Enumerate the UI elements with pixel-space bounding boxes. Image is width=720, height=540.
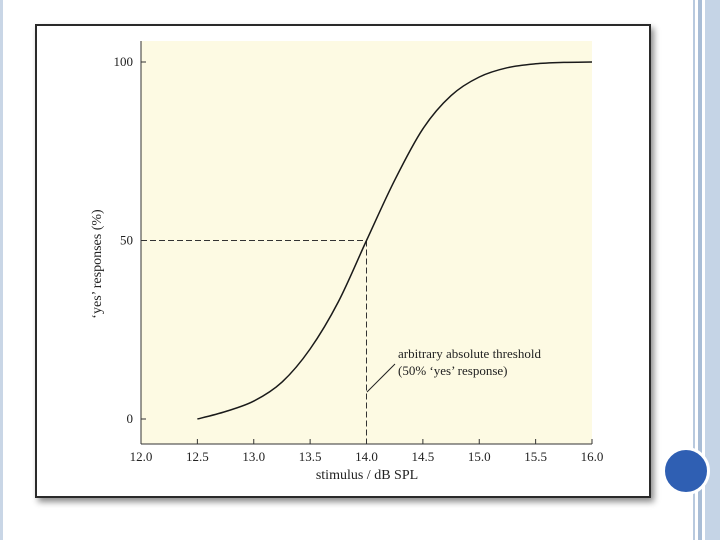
slide-left-border — [0, 0, 3, 540]
x-tick-label: 15.0 — [468, 449, 491, 464]
slide-stripe — [693, 0, 695, 540]
y-tick-label: 100 — [114, 54, 134, 69]
slide-stripe — [705, 0, 720, 540]
x-tick-label: 12.5 — [186, 449, 209, 464]
slide-stripe — [698, 0, 702, 540]
x-tick-label: 15.5 — [524, 449, 547, 464]
series-curve — [197, 61, 593, 420]
slide-accent-dot — [662, 447, 710, 495]
x-tick-label: 14.0 — [355, 449, 378, 464]
annotation-pointer — [366, 363, 396, 393]
x-tick-label: 13.5 — [299, 449, 322, 464]
threshold-guides — [141, 240, 367, 444]
y-axis-label: ‘yes’ responses (%) — [90, 209, 105, 319]
x-tick-label: 14.5 — [412, 449, 435, 464]
annotation-line-1: arbitrary absolute threshold — [398, 346, 541, 361]
x-tick-label: 16.0 — [581, 449, 604, 464]
x-tick-label: 12.0 — [130, 449, 153, 464]
y-tick-label: 50 — [120, 233, 133, 248]
annotation-line-2: (50% ‘yes’ response) — [398, 363, 508, 378]
series-line — [197, 61, 593, 420]
y-tick-label: 0 — [127, 411, 134, 426]
x-tick-label: 13.0 — [242, 449, 265, 464]
tick-labels: 12.0 12.5 13.0 13.5 14.0 14.5 15.0 15.5 16.0 0 50 1… — [114, 54, 604, 464]
x-axis-label: stimulus / dB SPL — [316, 468, 418, 483]
psychometric-chart: 12.0 12.5 13.0 13.5 14.0 14.5 15.0 15.5 16.0 0 50 1… — [90, 41, 604, 483]
